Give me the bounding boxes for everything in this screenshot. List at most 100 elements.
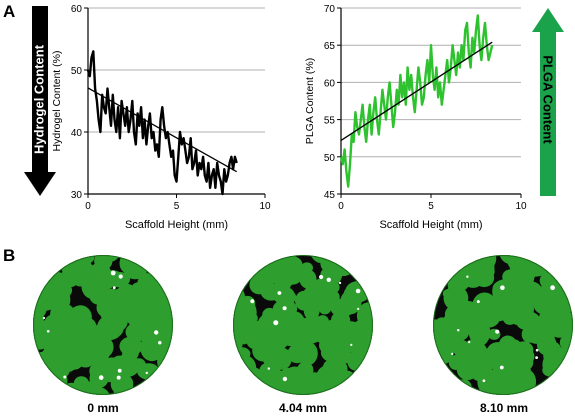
green-blob: [264, 283, 279, 300]
green-blob: [287, 343, 307, 364]
x-tick-label: 5: [174, 201, 180, 212]
green-blob: [83, 345, 110, 365]
disc-outline: [433, 255, 573, 395]
green-blob: [279, 327, 302, 347]
white-speck: [282, 306, 287, 311]
white-speck: [154, 330, 159, 335]
green-blob: [233, 341, 239, 358]
y-tick-label: 60: [324, 78, 336, 89]
green-blob: [102, 357, 122, 380]
white-speck: [466, 275, 469, 278]
trend-line: [340, 41, 493, 141]
disc-outline: [233, 255, 373, 395]
green-blob: [233, 354, 245, 369]
green-blob: [299, 269, 317, 289]
green-blob: [73, 376, 89, 390]
white-speck: [500, 285, 505, 290]
plga-arrow-label: PLGA Content: [540, 55, 556, 144]
green-blob: [453, 272, 470, 291]
y-tick-label: 60: [71, 4, 83, 15]
y-tick-label: 55: [324, 116, 336, 127]
x-axis-label: Scaffold Height (mm): [125, 219, 228, 231]
disc-0: [33, 255, 173, 395]
white-speck: [112, 286, 116, 290]
plga-arrow-head: [532, 8, 564, 32]
green-blob: [262, 348, 283, 369]
green-blob: [105, 319, 124, 338]
green-blob: [297, 361, 314, 379]
white-speck: [63, 375, 67, 379]
green-blob: [521, 311, 540, 328]
y-tick-label: 50: [324, 153, 336, 164]
trend-line: [87, 87, 237, 173]
white-speck: [350, 343, 353, 346]
green-blob: [551, 293, 568, 311]
green-blob: [489, 381, 504, 393]
y-tick-label: 30: [71, 190, 83, 201]
green-blob: [498, 357, 519, 380]
white-speck: [116, 375, 121, 380]
white-speck: [535, 348, 539, 352]
white-speck: [277, 291, 282, 295]
green-blob: [163, 292, 173, 314]
plga-arrow: [532, 8, 564, 196]
data-series-line: [86, 50, 238, 196]
green-blob: [49, 328, 64, 342]
plga-arrow-shaft: [540, 30, 556, 196]
green-blob: [300, 262, 313, 273]
green-blob: [523, 257, 549, 277]
green-blob: [145, 279, 164, 301]
green-blob: [76, 330, 102, 350]
green-blob: [349, 337, 369, 356]
green-blob: [320, 343, 345, 363]
white-speck: [250, 299, 255, 304]
green-blob: [454, 313, 474, 333]
disc-1: [233, 255, 373, 395]
green-blob: [343, 294, 358, 308]
x-tick-label: 5: [428, 201, 434, 212]
green-blob: [486, 311, 500, 326]
green-blob: [502, 269, 518, 283]
scaffold-cross-sections: [33, 255, 573, 395]
green-blob: [248, 320, 272, 342]
white-speck: [46, 330, 50, 333]
green-blob: [37, 290, 56, 311]
green-blob: [45, 348, 63, 368]
green-blob: [94, 255, 113, 271]
white-speck: [457, 329, 460, 332]
green-blob: [542, 351, 565, 378]
hydrogel-arrow-label: Hydrogel Content: [31, 44, 47, 155]
green-blob: [33, 329, 42, 351]
white-speck: [357, 307, 360, 310]
y-tick-label: 70: [324, 4, 336, 15]
green-blob: [58, 317, 78, 335]
white-speck: [451, 352, 454, 355]
white-speck: [282, 376, 288, 382]
plga-chart: 45 50 55 60 65 70 0 5 10 Scaffold Height (mm) PLGA…: [304, 4, 527, 231]
green-blob: [233, 302, 253, 332]
green-blob: [492, 292, 510, 312]
white-speck: [98, 375, 104, 380]
y-tick-label: 45: [324, 190, 336, 201]
white-speck: [145, 371, 148, 375]
x-axis-label: Scaffold Height (mm): [379, 219, 482, 231]
white-speck: [338, 281, 342, 285]
white-speck: [267, 367, 270, 370]
disc-2: [433, 255, 573, 395]
hydrogel-chart: 30 40 50 60 0 5 10 Scaffold Height (mm) Hydrogel…: [51, 4, 271, 231]
green-blob: [101, 270, 124, 287]
green-blob: [122, 348, 139, 360]
disc-label-0: 0 mm: [87, 401, 119, 415]
disc-label-1: 4.04 mm: [278, 401, 328, 415]
white-speck: [495, 329, 500, 334]
green-blob: [72, 270, 88, 287]
green-blob: [115, 283, 139, 310]
green-blob: [459, 358, 475, 372]
hydrogel-arrow-shaft: [32, 6, 48, 174]
green-blob: [322, 319, 348, 341]
green-blob: [62, 362, 75, 372]
y-tick-label: 40: [71, 128, 83, 139]
hydrogel-arrow: [24, 6, 56, 196]
green-blob: [520, 281, 543, 303]
white-speck: [158, 341, 162, 345]
